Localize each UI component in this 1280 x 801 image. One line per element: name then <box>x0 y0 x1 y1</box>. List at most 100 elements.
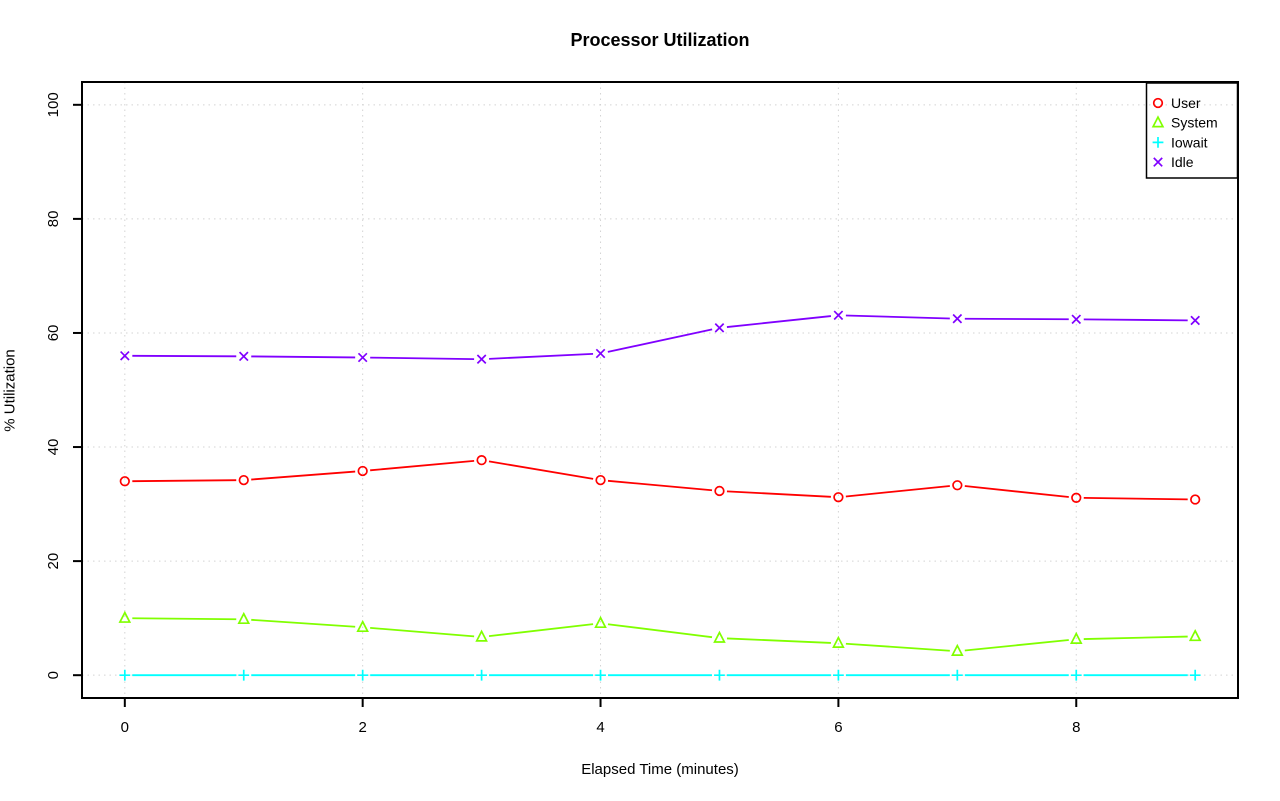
circle-marker <box>833 492 844 503</box>
series-segment <box>132 617 237 621</box>
series-segment <box>845 485 950 498</box>
legend-label: Iowait <box>1171 134 1208 150</box>
plus-marker <box>951 669 963 681</box>
series-segment <box>726 315 832 328</box>
triangle-marker <box>1069 631 1083 645</box>
plus-marker <box>1152 137 1164 148</box>
chart-title: Processor Utilization <box>570 30 750 50</box>
legend-item-idle: Idle <box>1153 154 1194 170</box>
plus-marker <box>238 669 250 681</box>
circle-marker <box>119 476 130 487</box>
plus-marker <box>1070 669 1082 681</box>
x-marker <box>357 352 368 363</box>
x-axis: 0 2 4 6 8 <box>121 699 1080 736</box>
series-segment <box>370 459 475 472</box>
y-tick-label: 80 <box>45 211 62 228</box>
circle-marker <box>238 474 249 486</box>
plot-box <box>81 81 1239 699</box>
circle-marker <box>1190 494 1201 505</box>
x-tick-label: 4 <box>596 719 604 736</box>
circle-marker <box>357 465 368 477</box>
series-segment <box>964 639 1069 652</box>
grid <box>82 82 1238 698</box>
series-segment <box>251 470 356 481</box>
plus-marker <box>119 669 131 681</box>
series-segment <box>845 314 950 320</box>
x-marker <box>120 350 130 361</box>
x-marker <box>714 323 725 333</box>
plus-marker <box>357 669 369 681</box>
triangle-marker <box>713 630 726 643</box>
x-marker <box>833 310 844 321</box>
series-segment <box>1083 318 1188 322</box>
series-segment <box>607 328 713 353</box>
y-tick-label: 20 <box>45 553 62 570</box>
plus-marker <box>595 669 606 681</box>
legend-item-user: User <box>1152 95 1201 111</box>
y-tick-label: 60 <box>45 325 62 342</box>
x-marker <box>952 313 963 324</box>
circle-marker <box>952 480 963 491</box>
series-segment <box>370 626 475 638</box>
triangle-marker <box>951 643 964 656</box>
series-segment <box>845 642 950 652</box>
series-segment <box>370 356 475 360</box>
x-tick-label: 0 <box>121 719 129 736</box>
triangle-marker <box>356 619 369 633</box>
legend-label: System <box>1171 115 1218 131</box>
x-tick-label: 6 <box>834 719 842 736</box>
x-marker <box>476 354 487 365</box>
x-marker <box>238 351 249 362</box>
x-marker <box>595 348 606 359</box>
legend-box <box>1145 82 1239 179</box>
y-axis: 0 20 40 60 80 100 <box>45 92 81 679</box>
series-segment <box>251 618 356 628</box>
series-system <box>118 610 1202 656</box>
plus-marker <box>832 669 844 681</box>
series-segment <box>489 352 594 360</box>
series-segment <box>1083 635 1188 640</box>
triangle-marker <box>1188 628 1202 642</box>
series-segment <box>132 479 237 483</box>
circle-marker <box>476 455 487 466</box>
y-tick-label: 100 <box>45 92 62 117</box>
circle-marker <box>714 485 725 497</box>
x-marker <box>1071 314 1082 325</box>
series-segment <box>726 637 831 644</box>
y-axis-label: % Utilization <box>1 349 19 432</box>
legend-label: Idle <box>1171 154 1194 170</box>
triangle-marker <box>475 629 488 642</box>
series-segment <box>726 490 831 498</box>
plus-marker <box>476 669 488 681</box>
circle-marker <box>1152 97 1164 109</box>
legend-item-system: System <box>1151 115 1218 131</box>
triangle-marker <box>832 635 845 648</box>
legend-item-iowait: Iowait <box>1152 134 1208 150</box>
circle-marker <box>1071 492 1082 503</box>
series-segment <box>488 460 594 480</box>
legend-label: User <box>1171 95 1201 111</box>
series-segment <box>607 479 713 492</box>
x-tick-label: 8 <box>1072 719 1080 736</box>
x-marker <box>1153 157 1163 167</box>
series-segment <box>251 355 356 359</box>
series-user <box>119 455 1201 505</box>
circle-marker <box>595 474 606 486</box>
series-segment <box>488 623 594 638</box>
y-tick-label: 0 <box>45 671 62 679</box>
x-axis-label: Elapsed Time (minutes) <box>581 761 739 778</box>
triangle-marker <box>1151 115 1165 128</box>
series-idle <box>120 310 1200 365</box>
series-segment <box>607 623 713 639</box>
x-marker <box>1190 315 1200 326</box>
plus-marker <box>1189 669 1201 681</box>
series-segment <box>964 485 1069 498</box>
x-tick-label: 2 <box>359 719 367 736</box>
plus-marker <box>714 669 725 681</box>
series-iowait <box>119 669 1201 681</box>
triangle-marker <box>237 611 251 625</box>
series-segment <box>1083 497 1188 501</box>
triangle-marker <box>594 615 607 629</box>
